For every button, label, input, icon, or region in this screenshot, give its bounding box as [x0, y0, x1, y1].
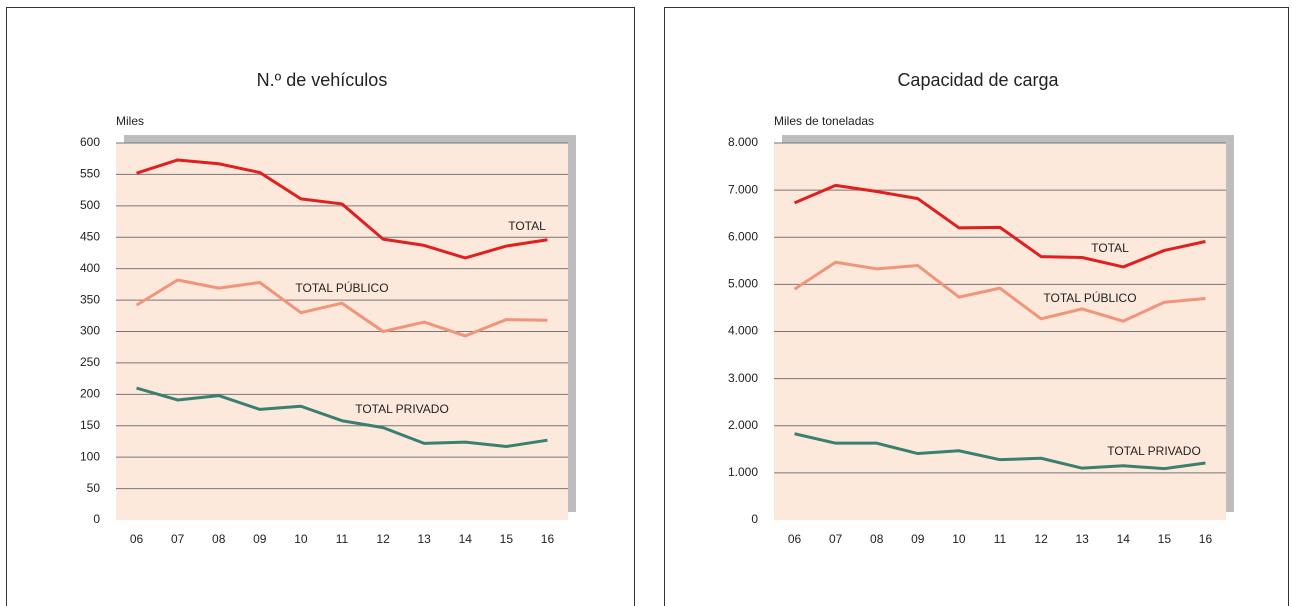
x-tick-label: 14: [1117, 532, 1131, 546]
y-tick-label: 5.000: [728, 277, 758, 291]
chart-title: N.º de vehículos: [257, 70, 388, 90]
series-label: TOTAL PRIVADO: [1107, 444, 1201, 458]
series-label: TOTAL PRIVADO: [355, 402, 449, 416]
y-tick-label: 200: [80, 387, 100, 401]
x-tick-label: 13: [1076, 532, 1090, 546]
y-tick-label: 50: [87, 481, 101, 495]
x-tick-label: 06: [788, 532, 802, 546]
y-axis-label: Miles: [116, 114, 144, 128]
series-label: TOTAL: [1091, 241, 1129, 255]
y-tick-label: 400: [80, 261, 100, 275]
y-tick-label: 0: [751, 512, 758, 526]
y-tick-label: 3.000: [728, 371, 758, 385]
x-tick-label: 11: [994, 532, 1007, 546]
x-tick-label: 11: [336, 532, 349, 546]
x-tick-label: 12: [1034, 532, 1048, 546]
series-line: [794, 432, 1206, 471]
series-line: [135, 278, 548, 338]
y-tick-label: 2.000: [728, 418, 758, 432]
y-tick-label: 250: [80, 355, 100, 369]
y-tick-label: 0: [93, 512, 100, 526]
y-tick-label: 8.000: [728, 135, 758, 149]
x-tick-label: 14: [459, 532, 473, 546]
x-tick-label: 12: [376, 532, 390, 546]
series-label: TOTAL PÚBLICO: [295, 280, 388, 295]
x-tick-label: 16: [541, 532, 555, 546]
x-tick-label: 16: [1199, 532, 1213, 546]
y-tick-label: 550: [80, 167, 100, 181]
x-tick-label: 08: [212, 532, 226, 546]
series-line: [136, 386, 548, 448]
y-tick-label: 500: [80, 198, 100, 212]
series-label: TOTAL PÚBLICO: [1043, 290, 1136, 305]
x-tick-label: 10: [952, 532, 966, 546]
x-tick-label: 10: [294, 532, 308, 546]
x-tick-label: 09: [253, 532, 267, 546]
x-tick-label: 07: [171, 532, 185, 546]
x-tick-label: 13: [418, 532, 432, 546]
y-tick-label: 100: [80, 449, 100, 463]
y-tick-label: 350: [80, 292, 100, 306]
y-tick-label: 7.000: [728, 182, 758, 196]
y-tick-label: 300: [80, 324, 100, 338]
x-tick-label: 15: [1158, 532, 1172, 546]
y-tick-label: 1.000: [728, 465, 758, 479]
series-label: TOTAL: [508, 219, 546, 233]
x-tick-label: 09: [911, 532, 925, 546]
y-tick-label: 450: [80, 229, 100, 243]
panel-frame: [664, 7, 1289, 606]
panel-frame: [6, 7, 635, 606]
y-axis-label: Miles de toneladas: [774, 114, 874, 128]
chart-title: Capacidad de carga: [897, 70, 1059, 90]
y-tick-label: 6.000: [728, 229, 758, 243]
x-tick-label: 08: [870, 532, 884, 546]
x-tick-label: 07: [829, 532, 843, 546]
y-tick-label: 600: [80, 135, 100, 149]
x-tick-label: 15: [500, 532, 514, 546]
series-line: [793, 260, 1206, 323]
series-line: [793, 183, 1206, 269]
x-tick-label: 06: [130, 532, 144, 546]
y-tick-label: 150: [80, 418, 100, 432]
y-tick-label: 4.000: [728, 324, 758, 338]
series-line: [136, 158, 548, 260]
